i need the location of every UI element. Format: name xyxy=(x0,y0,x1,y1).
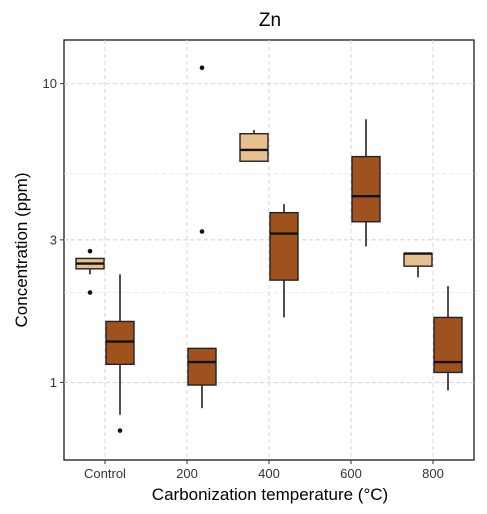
box-800-dark xyxy=(433,286,463,391)
box-200-dark xyxy=(187,65,217,409)
box-Control-dark xyxy=(105,274,135,433)
box-body xyxy=(187,347,217,386)
box-body xyxy=(403,252,433,267)
box-body xyxy=(269,211,299,281)
box-body xyxy=(351,155,381,223)
y-axis-title: Concentration (ppm) xyxy=(12,173,31,328)
x-tick-label: 200 xyxy=(176,466,198,481)
box-body xyxy=(105,320,135,365)
x-tick-label: 800 xyxy=(422,466,444,481)
y-axis: 1 3 10 xyxy=(43,76,64,390)
outlier-point xyxy=(199,65,205,71)
box-body xyxy=(433,316,463,374)
chart-title: Zn xyxy=(259,10,281,31)
x-axis: Control 200 400 600 800 xyxy=(84,460,444,481)
y-tick-label: 1 xyxy=(50,375,57,390)
outlier-point xyxy=(199,229,205,234)
outlier-point xyxy=(87,248,93,254)
box-600-dark xyxy=(351,119,381,247)
gridlines xyxy=(64,40,474,460)
box-Control-light xyxy=(75,248,105,295)
x-tick-label: 600 xyxy=(340,466,362,481)
box-400-light xyxy=(239,129,269,162)
x-tick-label: Control xyxy=(84,466,126,481)
x-axis-title: Carbonization temperature (°C) xyxy=(152,485,388,504)
boxes xyxy=(75,65,463,433)
outlier-point xyxy=(87,290,93,295)
outlier-point xyxy=(117,428,123,433)
y-tick-label: 3 xyxy=(50,232,57,247)
box-800-light xyxy=(403,252,433,278)
x-tick-label: 400 xyxy=(258,466,280,481)
box-400-dark xyxy=(269,204,299,318)
y-tick-label: 10 xyxy=(43,76,57,91)
box-body xyxy=(239,132,269,162)
